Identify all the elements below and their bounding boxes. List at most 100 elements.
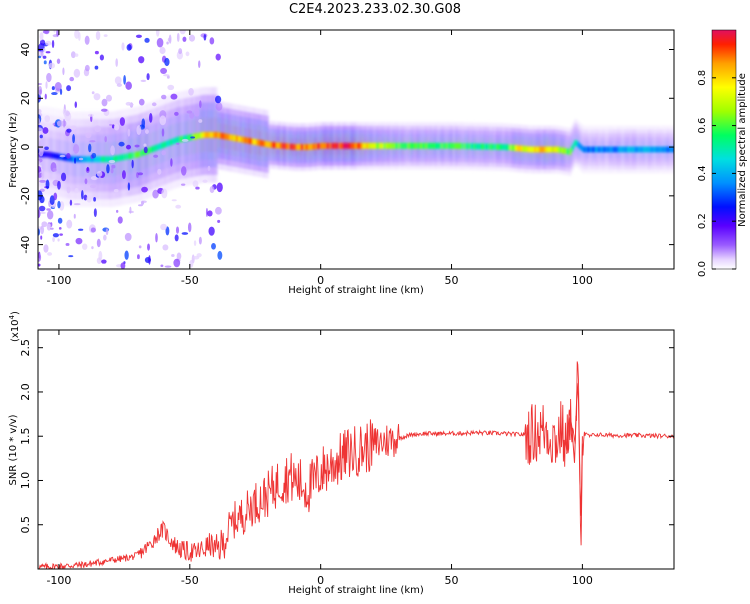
- spectrogram-noise-blob: [74, 101, 78, 108]
- spectrogram-noise-blob: [207, 165, 211, 171]
- spectrogram-core-cell: [564, 148, 567, 154]
- spectrogram-noise-blob: [78, 157, 84, 161]
- spectrogram-noise-blob: [110, 167, 114, 174]
- spectrogram-noise-blob: [155, 30, 160, 37]
- spectrogram-noise-blob: [165, 226, 170, 236]
- spectrogram-core-cell: [94, 156, 96, 163]
- spectrogram-noise-blob: [89, 140, 96, 143]
- spectrogram-core-cell: [175, 137, 178, 144]
- spectrogram-noise-blob: [91, 91, 95, 95]
- spectrogram-core-cell: [169, 139, 172, 146]
- spectrogram-core-cell: [121, 154, 124, 161]
- colorbar-tick-label: 0.4: [697, 165, 708, 181]
- spectrogram-core-cell: [556, 146, 559, 153]
- spectrogram-core-cell: [383, 142, 386, 149]
- spectrogram-noise-blob: [95, 30, 101, 41]
- spectrogram-core-cell: [220, 132, 223, 139]
- snr-y-axis-label: SNR (10 * v/v): [8, 414, 19, 485]
- spectrogram-y-tick-label: 40: [19, 43, 32, 57]
- svg-text:(x104): (x104): [8, 311, 21, 342]
- spectrogram-core-cell: [238, 136, 240, 142]
- snr-y-tick-label: 1.0: [19, 472, 32, 490]
- spectrogram-core-cell: [394, 142, 397, 149]
- spectrogram-noise-blob: [69, 76, 75, 82]
- spectrogram-noise-blob: [175, 226, 180, 234]
- spectrogram-noise-blob: [106, 164, 110, 174]
- spectrogram-noise-blob: [143, 146, 148, 154]
- spectrogram-core-cell: [476, 143, 479, 150]
- spectrogram-noise-blob: [85, 132, 92, 139]
- spectrogram-noise-blob: [91, 246, 94, 250]
- spectrogram-core-cell: [340, 142, 343, 149]
- spectrogram-core-cell: [364, 142, 367, 149]
- spectrogram-core-cell: [313, 143, 316, 150]
- spectrogram-noise-blob: [59, 233, 63, 236]
- spectrogram-core-cell: [442, 142, 445, 149]
- spectrogram-core-cell: [505, 144, 508, 151]
- spectrogram-core-cell: [444, 142, 447, 149]
- spectrogram-noise-blob: [66, 85, 72, 92]
- spectrogram-noise-blob: [118, 141, 125, 147]
- spectrogram-core-cell: [233, 135, 236, 142]
- spectrogram-core-cell: [631, 146, 634, 153]
- spectrogram-core-cell: [95, 156, 98, 163]
- spectrogram-core-cell: [185, 135, 188, 142]
- spectrogram-core-cell: [457, 143, 460, 149]
- spectrogram-core-cell: [430, 142, 432, 149]
- spectrogram-core-cell: [623, 146, 626, 153]
- spectrogram-core-cell: [182, 135, 184, 142]
- spectrogram-core-cell: [666, 146, 669, 153]
- spectrogram-core-cell: [433, 142, 436, 149]
- spectrogram-noise-blob: [166, 41, 169, 45]
- spectrogram-noise-blob: [192, 180, 199, 188]
- spectrogram-core-cell: [622, 146, 624, 153]
- spectrogram-core-cell: [513, 145, 516, 151]
- spectrogram-noise-blob: [207, 210, 213, 217]
- spectrogram-x-tick-label: -50: [181, 274, 199, 287]
- spectrogram-core-cell: [198, 132, 200, 139]
- spectrogram-core-cell: [375, 142, 378, 149]
- spectrogram-core-cell: [665, 146, 668, 153]
- spectrogram-core-cell: [620, 146, 623, 153]
- spectrogram-core-cell: [609, 146, 612, 153]
- spectrogram-core-cell: [300, 144, 303, 150]
- spectrogram-core-cell: [580, 144, 583, 151]
- spectrogram-core-cell: [426, 142, 429, 149]
- spectrogram-core-cell: [553, 146, 556, 153]
- spectrogram-noise-blob: [57, 238, 60, 242]
- spectrogram-noise-blob: [42, 55, 47, 59]
- spectrogram-core-cell: [534, 146, 536, 153]
- spectrogram-noise-blob: [116, 83, 122, 87]
- spectrogram-y-tick-label: -40: [19, 236, 32, 254]
- spectrogram-noise-blob: [103, 34, 108, 37]
- snr-y-tick-label: 0.5: [19, 516, 32, 534]
- spectrogram-core-cell: [524, 146, 527, 152]
- spectrogram-core-cell: [118, 155, 120, 161]
- spectrogram-noise-blob: [143, 143, 147, 147]
- spectrogram-noise-blob: [123, 74, 126, 85]
- spectrogram-core-cell: [479, 143, 482, 150]
- spectrogram-noise-blob: [52, 236, 55, 243]
- spectrogram-noise-blob: [159, 46, 166, 55]
- spectrogram-noise-blob: [105, 228, 109, 236]
- spectrogram-noise-blob: [69, 199, 73, 206]
- spectrogram-core-cell: [458, 143, 461, 149]
- snr-y-tick-label: 2.0: [19, 383, 32, 401]
- spectrogram-core-cell: [330, 142, 333, 149]
- spectrogram-noise-blob: [189, 112, 195, 119]
- snr-x-tick-label: 50: [445, 574, 459, 587]
- spectrogram-core-cell: [332, 142, 335, 149]
- spectrogram-core-cell: [231, 134, 234, 141]
- spectrogram-noise-blob: [167, 84, 175, 91]
- colorbar-tick-label: 0.6: [697, 118, 708, 134]
- snr-y-tick-label: 1.5: [19, 427, 32, 445]
- spectrogram-core-cell: [286, 143, 288, 150]
- spectrogram-noise-blob: [73, 68, 81, 78]
- spectrogram-noise-blob: [180, 183, 186, 186]
- spectrogram-core-cell: [268, 141, 271, 148]
- spectrogram-noise-blob: [188, 34, 196, 42]
- spectrogram-core-cell: [226, 133, 229, 140]
- spectrogram-noise-blob: [140, 79, 147, 83]
- spectrogram-core-cell: [82, 156, 85, 163]
